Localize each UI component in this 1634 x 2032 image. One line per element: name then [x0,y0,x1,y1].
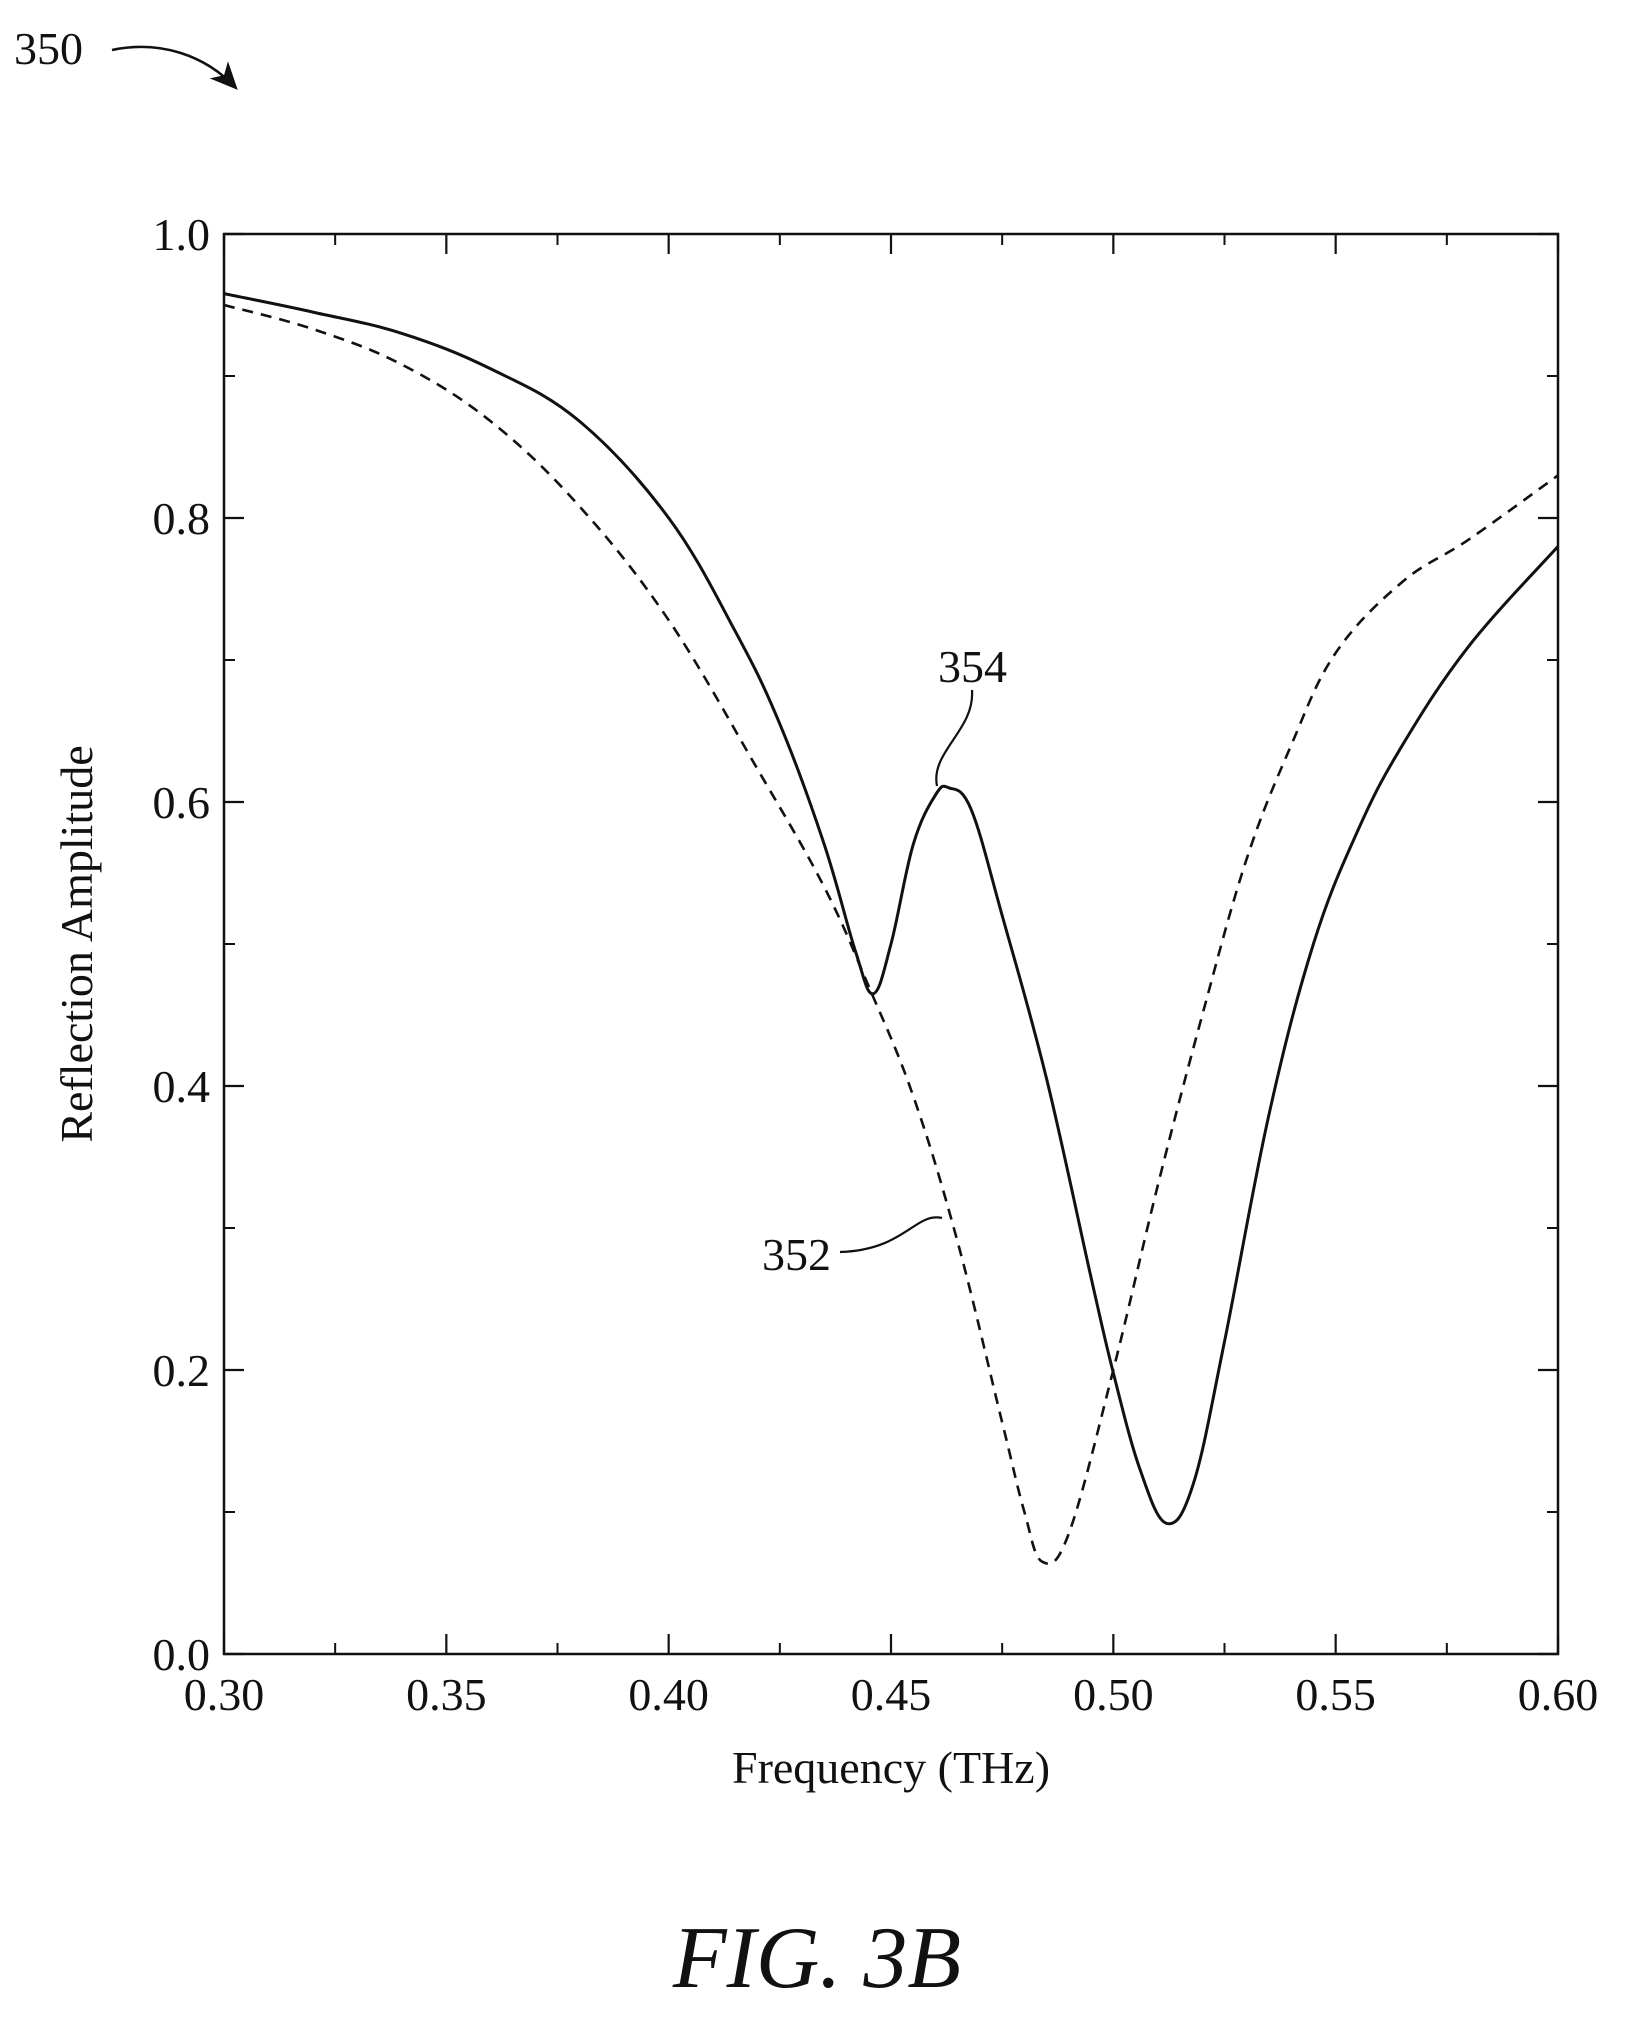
series-354-line [224,292,1558,1526]
x-tick-label: 0.55 [1295,1669,1376,1720]
annotation-354-label: 354 [938,641,1007,692]
figure-caption: FIG. 3B [672,1910,961,2007]
data-series [224,292,1558,1566]
x-axis-label: Frequency (THz) [732,1742,1050,1793]
annotation-354-leader [935,689,974,787]
x-tick-label: 0.60 [1518,1669,1599,1720]
annotation-352-label: 352 [762,1229,831,1280]
y-axis-label: Reflection Amplitude [51,745,102,1142]
y-tick-label: 0.0 [153,1629,211,1680]
reference-arrow [111,45,238,90]
x-tick-label: 0.40 [628,1669,709,1720]
axis-tick-labels: 0.30 0.35 0.40 0.45 0.50 0.55 0.60 0.0 0.2 0.4 0.6… [153,209,1599,1720]
axis-ticks [222,232,1560,1656]
x-tick-label: 0.50 [1073,1669,1154,1720]
figure-reference-label: 350 [14,23,83,74]
x-tick-label: 0.45 [851,1669,932,1720]
x-tick-label: 0.30 [184,1669,265,1720]
y-tick-label: 0.8 [153,493,211,544]
y-tick-label: 1.0 [153,209,211,260]
annotation-352-leader [839,1216,943,1254]
series-352-line [224,303,1558,1566]
y-tick-label: 0.4 [153,1061,211,1112]
x-tick-label: 0.35 [406,1669,487,1720]
y-tick-label: 0.2 [153,1345,211,1396]
y-tick-label: 0.6 [153,777,211,828]
